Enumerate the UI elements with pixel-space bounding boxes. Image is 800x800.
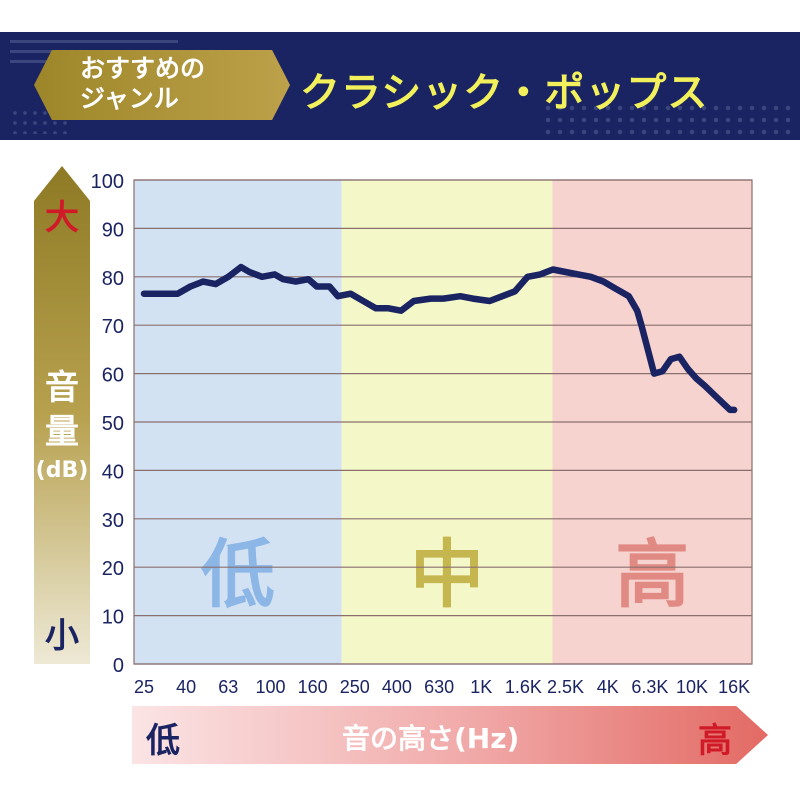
series-line	[140, 263, 738, 414]
y-tick-label: 80	[102, 268, 124, 290]
x-tick-label: 40	[176, 677, 196, 697]
pitch-axis-title: 音の高さ(Hz)	[342, 722, 520, 755]
genre-name: クラシック・ポップス	[300, 70, 709, 116]
x-tick-label: 250	[340, 677, 370, 697]
pitch-high-label: 高	[698, 721, 732, 761]
x-tick-label: 100	[255, 677, 285, 697]
y-tick-label: 50	[102, 413, 124, 435]
y-tick-label: 20	[102, 558, 124, 580]
y-tick-label: 30	[102, 510, 124, 532]
x-tick-label: 1.6K	[505, 677, 542, 697]
banner-stripe	[10, 40, 178, 43]
y-tick-label: 60	[102, 365, 124, 387]
pitch-arrow	[132, 706, 768, 764]
band-label: 低	[201, 532, 275, 618]
volume-arrow	[34, 166, 90, 664]
x-tick-label: 160	[298, 677, 328, 697]
y-tick-label: 10	[102, 607, 124, 629]
banner-dot-pattern	[542, 102, 792, 138]
x-tick-label: 16K	[718, 677, 750, 697]
x-tick-label: 400	[382, 677, 412, 697]
x-tick-label: 4K	[597, 677, 619, 697]
x-tick-label: 2.5K	[547, 677, 584, 697]
volume-high-label: 大	[45, 198, 79, 238]
y-tick-label: 70	[102, 316, 124, 338]
y-tick-label: 90	[102, 219, 124, 241]
x-tick-label: 63	[218, 677, 238, 697]
band-label: 高	[615, 532, 689, 618]
genre-label-box	[34, 50, 290, 120]
y-tick-label: 40	[102, 461, 124, 483]
volume-low-label: 小	[45, 616, 79, 656]
pitch-low-label: 低	[146, 721, 180, 761]
x-tick-label: 25	[134, 677, 154, 697]
x-tick-label: 10K	[676, 677, 708, 697]
plot-frame	[133, 179, 753, 665]
x-tick-label: 1K	[470, 677, 492, 697]
volume-axis-name: 音量	[45, 368, 79, 452]
y-tick-label: 0	[113, 655, 124, 677]
x-tick-label: 6.3K	[631, 677, 668, 697]
volume-axis-unit: (dB)	[35, 458, 89, 483]
x-tick-label: 630	[424, 677, 454, 697]
band-label: 中	[410, 532, 484, 618]
genre-label: おすすめの ジャンル	[80, 54, 206, 113]
y-tick-label: 100	[91, 171, 124, 193]
volume-axis-title: 音量 (dB)	[34, 366, 90, 488]
